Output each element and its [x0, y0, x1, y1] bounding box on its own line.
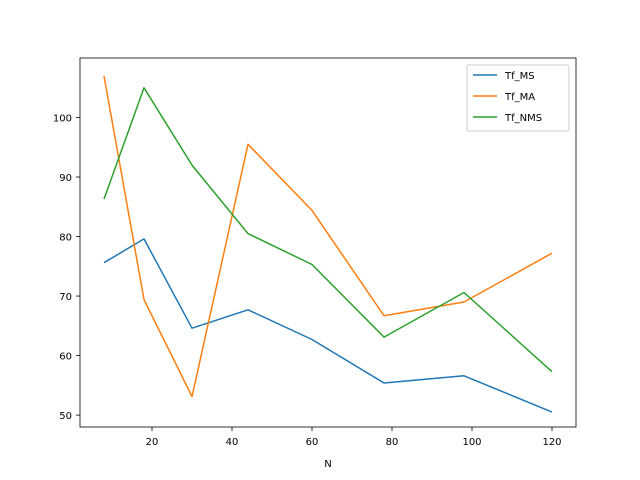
series-lines — [103, 75, 553, 413]
legend-label: Tf_NMS — [504, 113, 542, 124]
y-tick-label: 100 — [53, 114, 72, 125]
legend: Tf_MS Tf_MA Tf_NMS — [466, 64, 570, 132]
x-tick-label: 20 — [146, 437, 159, 448]
x-axis-ticks: 20 40 60 80 100 120 — [146, 427, 562, 448]
x-tick-label: 80 — [386, 437, 399, 448]
legend-box — [466, 64, 570, 132]
axes-frame — [79, 57, 577, 428]
y-tick-label: 70 — [59, 292, 72, 303]
y-tick-label: 80 — [59, 233, 72, 244]
x-tick-label: 60 — [306, 437, 319, 448]
y-axis-ticks: 50 60 70 80 90 100 — [53, 114, 80, 422]
series-line-tf-ms — [103, 238, 553, 413]
legend-label: Tf_MS — [504, 71, 535, 82]
series-line-tf-nms — [103, 87, 553, 373]
y-tick-label: 90 — [59, 173, 72, 184]
series-line-tf-ma — [103, 75, 553, 398]
y-tick-label: 50 — [59, 411, 72, 422]
x-tick-label: 120 — [542, 437, 561, 448]
x-tick-label: 100 — [462, 437, 481, 448]
y-tick-label: 60 — [59, 352, 72, 363]
legend-label: Tf_MA — [504, 92, 535, 103]
x-axis-label: N — [324, 459, 331, 470]
x-tick-label: 40 — [226, 437, 239, 448]
